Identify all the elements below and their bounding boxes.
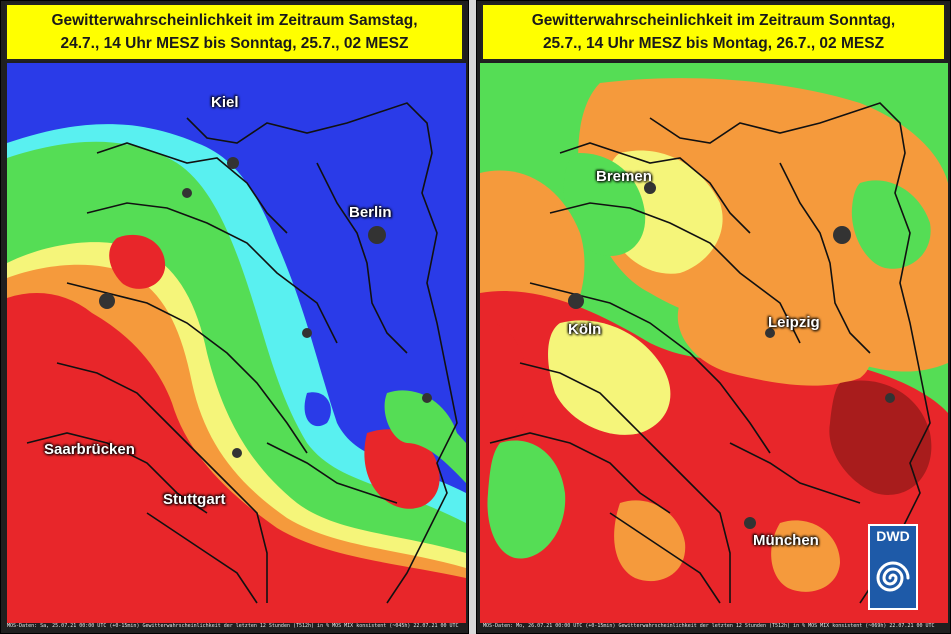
left-footer-caption: MOS-Daten: Sa, 25.07.21 00:00 UTC (+0-15…: [7, 623, 459, 629]
city-label-koeln: Köln: [568, 321, 602, 338]
left-city-markers: [99, 157, 432, 458]
city-label-berlin: Berlin: [349, 204, 392, 221]
left-title-line2: 24.7., 14 Uhr MESZ bis Sonntag, 25.7., 0…: [60, 35, 409, 52]
dwd-swirl-icon: [876, 561, 910, 592]
city-label-leipzig: Leipzig: [768, 314, 820, 331]
city-label-stuttgart: Stuttgart: [163, 491, 226, 508]
city-label-saarbruecken: Saarbrücken: [44, 441, 135, 458]
left-probability-map: [7, 63, 466, 623]
right-title-box: Gewitterwahrscheinlichkeit im Zeitraum S…: [481, 3, 946, 61]
dwd-logo: DWD: [868, 524, 918, 610]
left-map-graphic: [7, 63, 466, 623]
right-title-line1: Gewitterwahrscheinlichkeit im Zeitraum S…: [531, 12, 896, 29]
right-border-lines: [489, 102, 931, 604]
left-title-box: Gewitterwahrscheinlichkeit im Zeitraum S…: [5, 3, 464, 61]
city-label-bremen: Bremen: [596, 168, 652, 185]
left-border-lines: [26, 102, 458, 604]
city-label-muenchen: München: [753, 532, 819, 549]
left-title-line1: Gewitterwahrscheinlichkeit im Zeitraum S…: [51, 12, 418, 29]
right-title-line2: 25.7., 14 Uhr MESZ bis Montag, 26.7., 02…: [542, 35, 885, 52]
right-footer-caption: MOS-Daten: Mo, 26.07.21 00:00 UTC (+0-15…: [483, 623, 935, 629]
left-map-panel: Gewitterwahrscheinlichkeit im Zeitraum S…: [0, 0, 469, 634]
city-label-kiel: Kiel: [211, 94, 239, 111]
dwd-logo-text: DWD: [876, 528, 910, 544]
right-city-markers: [568, 182, 895, 529]
